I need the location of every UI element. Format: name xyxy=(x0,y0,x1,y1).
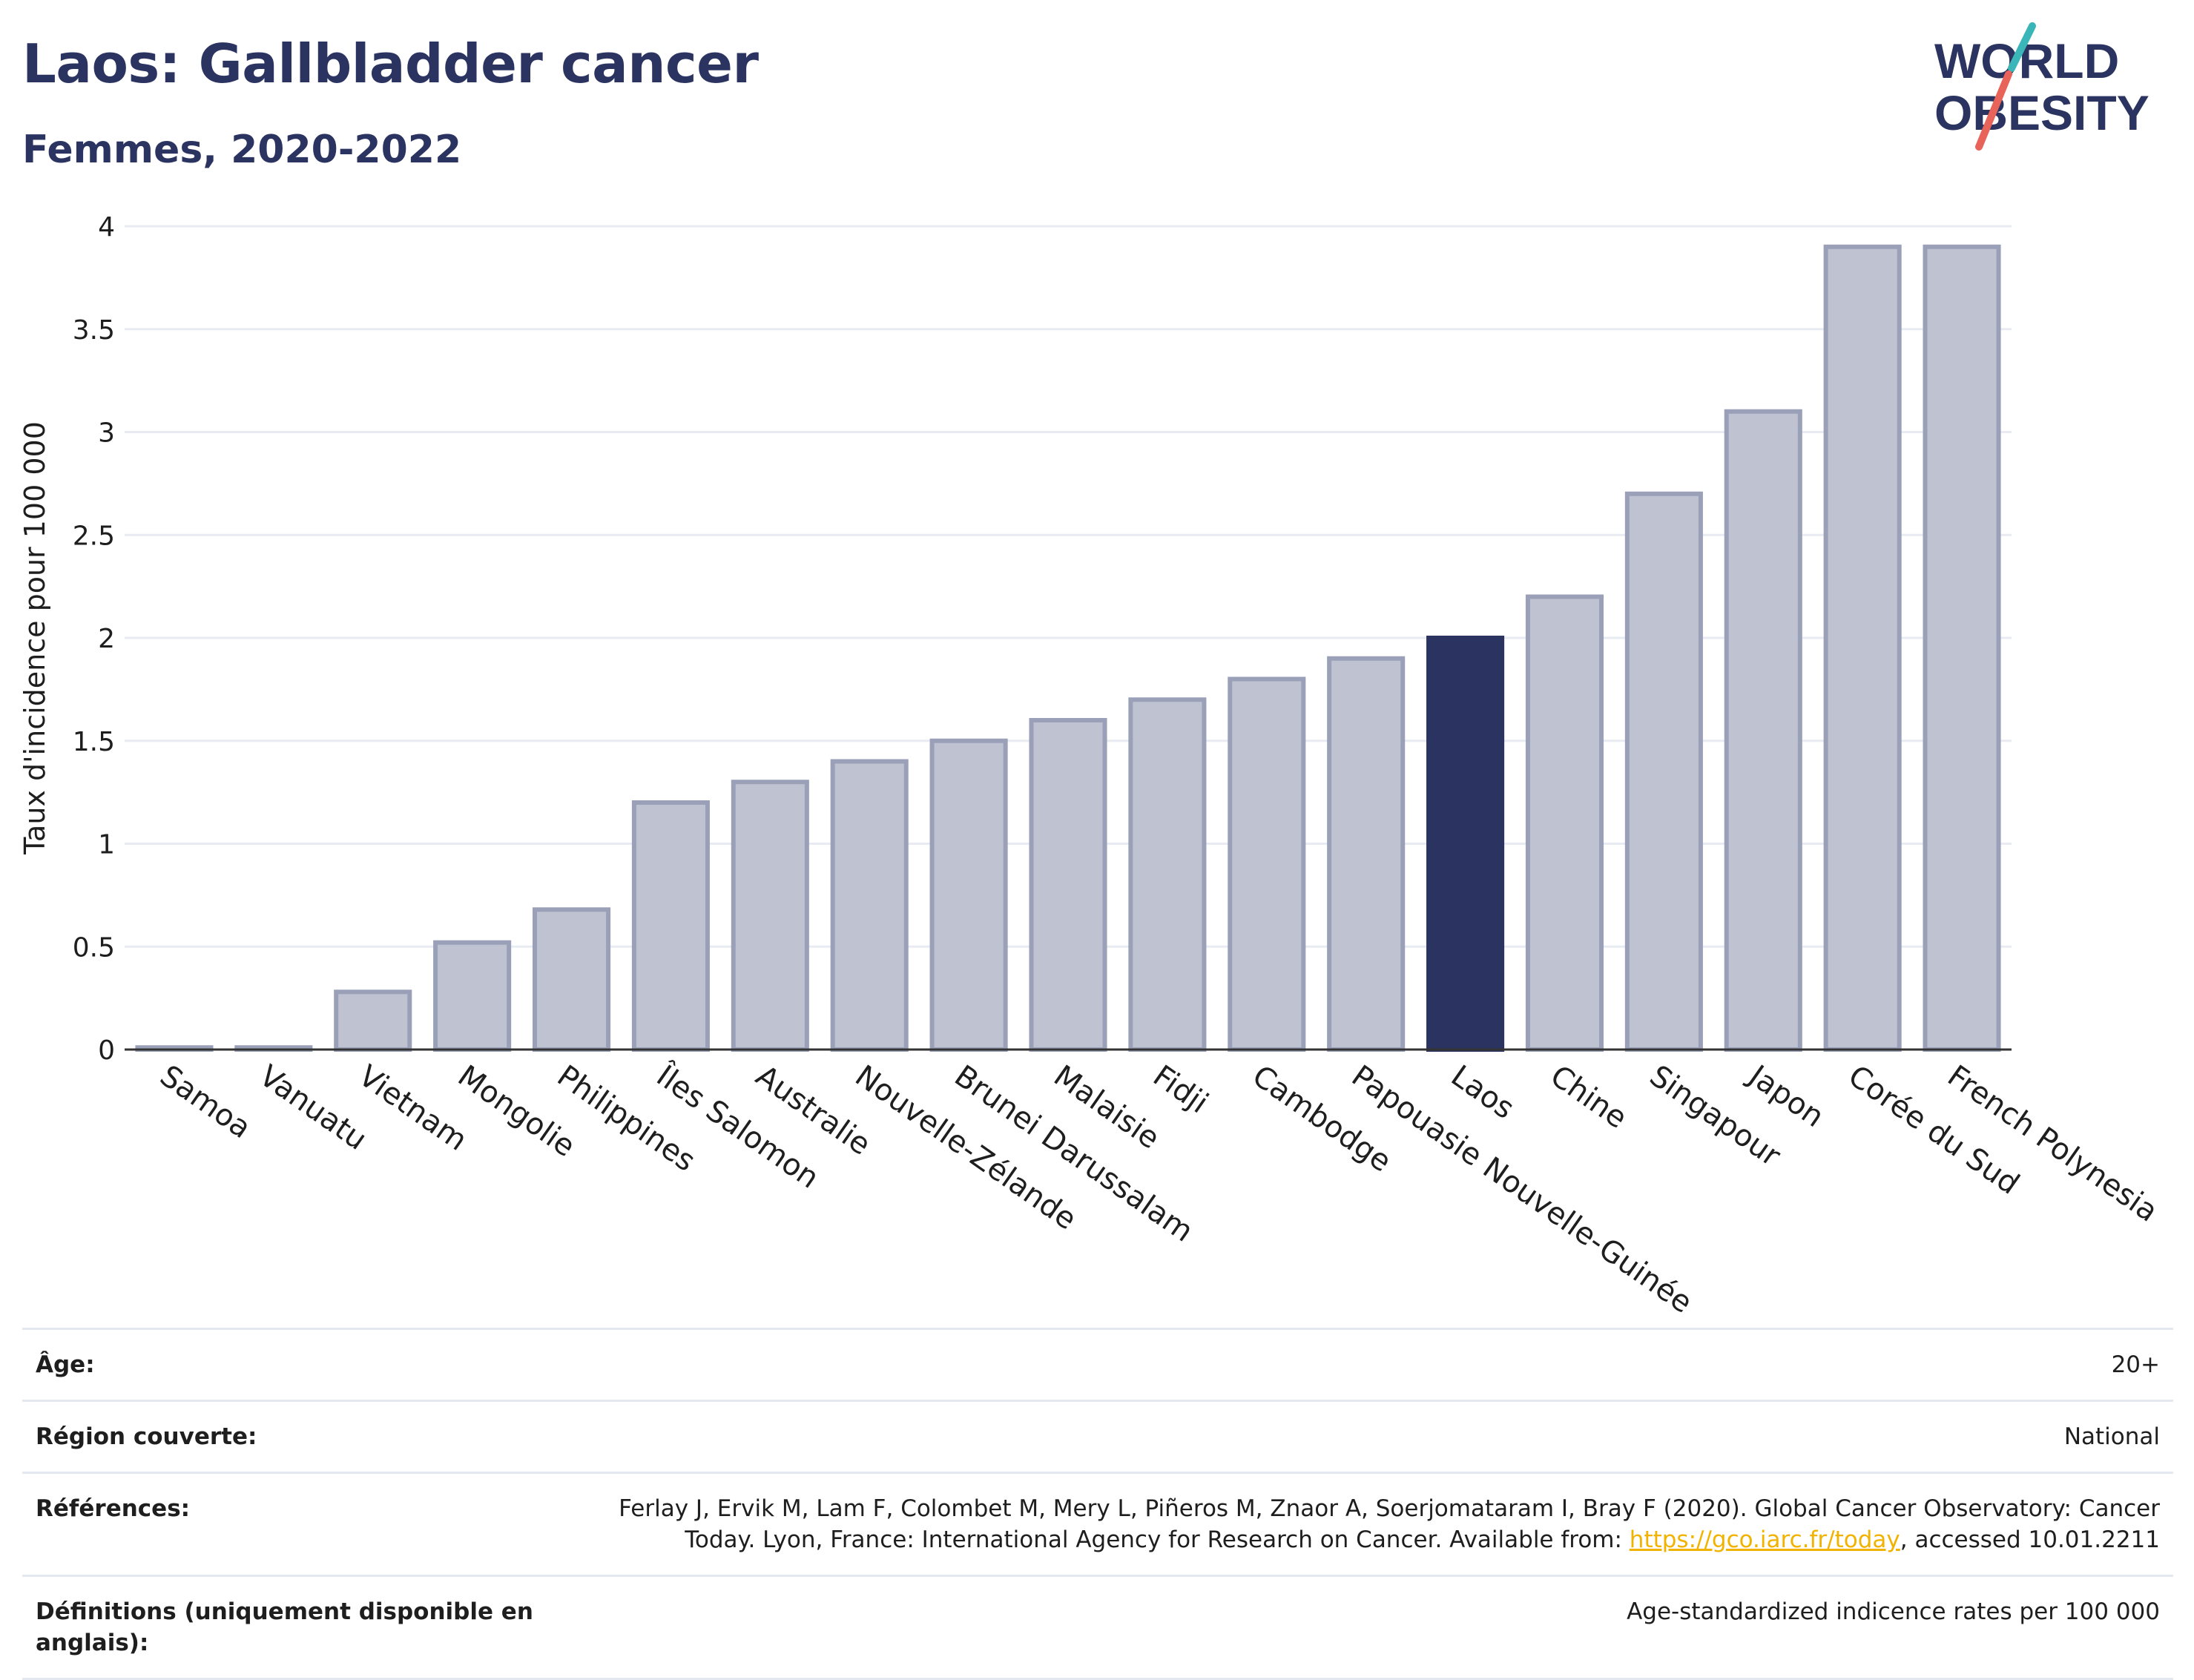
logo-text-obesity: OBESITY xyxy=(1934,85,2149,140)
chart-subtitle: Femmes, 2020-2022 xyxy=(22,128,462,172)
bar xyxy=(830,759,909,1052)
bar xyxy=(1128,697,1207,1052)
references-link[interactable]: https://gco.iarc.fr/today xyxy=(1629,1526,1900,1553)
y-axis-label: Taux d'incidence pour 100 000 xyxy=(19,421,51,855)
y-tick-label: 2 xyxy=(98,624,115,654)
y-tick-label: 3.5 xyxy=(73,315,115,346)
x-tick-label: Vietnam xyxy=(352,1059,473,1158)
x-tick-label: Chine xyxy=(1544,1059,1633,1136)
y-tick-label: 1 xyxy=(98,830,115,860)
bar xyxy=(1228,676,1306,1052)
bar xyxy=(1525,594,1604,1052)
y-axis-ticks: 0 0.5 1 1.5 2 2.5 3 3.5 4 xyxy=(73,212,115,1066)
y-tick-label: 2.5 xyxy=(73,521,115,551)
x-tick-label: Corée du Sud xyxy=(1842,1059,2025,1202)
bar xyxy=(731,780,809,1052)
y-tick-label: 0.5 xyxy=(73,932,115,963)
bar xyxy=(1624,491,1703,1052)
definitions-value: Age-standardized indicence rates per 100… xyxy=(553,1575,2173,1680)
bar xyxy=(532,907,611,1053)
x-tick-label: Vanuatu xyxy=(253,1059,373,1157)
bar xyxy=(1029,718,1107,1052)
bar-chart: 0 0.5 1 1.5 2 2.5 3 3.5 4 SamoaVanuatuVietnamMon… xyxy=(19,212,2164,1320)
bar xyxy=(1327,656,1406,1052)
references-line2: Today. Lyon, France: International Agenc… xyxy=(685,1526,1630,1553)
bar xyxy=(1823,244,1902,1052)
x-tick-label: Samoa xyxy=(154,1059,257,1146)
bar xyxy=(929,738,1008,1052)
x-tick-label: Fidji xyxy=(1147,1059,1214,1121)
bar xyxy=(631,800,710,1052)
meta-row-definitions: Définitions (uniquement disponible en an… xyxy=(22,1575,2173,1680)
x-axis-ticks: SamoaVanuatuVietnamMongoliePhilippinesÎl… xyxy=(154,1057,2164,1320)
references-accessed: , accessed 10.01.2211 xyxy=(1900,1526,2160,1553)
age-label: Âge: xyxy=(22,1328,553,1401)
region-value: National xyxy=(553,1400,2173,1473)
age-value: 20+ xyxy=(553,1328,2173,1401)
y-tick-label: 4 xyxy=(98,212,115,243)
y-tick-label: 0 xyxy=(98,1035,115,1066)
references-line1: Ferlay J, Ervik M, Lam F, Colombet M, Me… xyxy=(619,1495,2160,1522)
x-tick-label: Îles Salomon xyxy=(650,1057,826,1195)
references-label: Références: xyxy=(22,1472,553,1576)
chart-title: Laos: Gallbladder cancer xyxy=(22,33,759,95)
logo-slash-red xyxy=(1975,70,2012,151)
logo-slash-teal xyxy=(2008,22,2036,72)
meta-row-age: Âge: 20+ xyxy=(22,1328,2173,1401)
meta-row-region: Région couverte: National xyxy=(22,1400,2173,1473)
bar xyxy=(1426,636,1505,1052)
x-tick-label: Papouasie Nouvelle-Guinée xyxy=(1345,1059,1699,1320)
references-value: Ferlay J, Ervik M, Lam F, Colombet M, Me… xyxy=(553,1472,2173,1576)
y-tick-label: 1.5 xyxy=(73,727,115,757)
definitions-label: Définitions (uniquement disponible en an… xyxy=(22,1575,553,1680)
bar xyxy=(433,940,512,1052)
bar xyxy=(1724,409,1802,1052)
metadata-table: Âge: 20+ Région couverte: National Référ… xyxy=(22,1328,2173,1680)
x-tick-label: Laos xyxy=(1445,1059,1521,1127)
bars xyxy=(135,244,2001,1053)
bar xyxy=(334,989,412,1053)
y-tick-label: 3 xyxy=(98,418,115,449)
region-label: Région couverte: xyxy=(22,1400,553,1473)
bar xyxy=(1923,244,2001,1052)
meta-row-references: Références: Ferlay J, Ervik M, Lam F, Co… xyxy=(22,1472,2173,1576)
world-obesity-logo: WORLD OBESITY xyxy=(1934,22,2149,151)
